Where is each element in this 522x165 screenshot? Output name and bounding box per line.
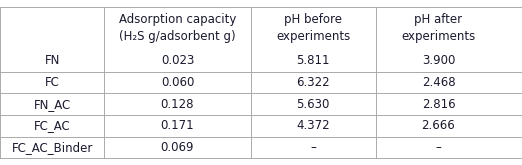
Text: 0.069: 0.069 — [161, 141, 194, 154]
Text: FN_AC: FN_AC — [33, 98, 71, 111]
Text: 0.060: 0.060 — [161, 76, 194, 89]
Text: pH before
experiments: pH before experiments — [276, 13, 350, 43]
Text: 5.811: 5.811 — [296, 54, 330, 67]
Text: Adsorption capacity
(H₂S g/adsorbent g): Adsorption capacity (H₂S g/adsorbent g) — [119, 13, 236, 43]
Text: 2.468: 2.468 — [422, 76, 455, 89]
Text: 2.816: 2.816 — [422, 98, 455, 111]
Text: 0.171: 0.171 — [161, 119, 194, 132]
Text: FC_AC: FC_AC — [34, 119, 70, 132]
Text: 5.630: 5.630 — [296, 98, 330, 111]
Text: FC: FC — [45, 76, 60, 89]
Text: FC_AC_Binder: FC_AC_Binder — [11, 141, 93, 154]
Text: 2.666: 2.666 — [422, 119, 455, 132]
Text: pH after
experiments: pH after experiments — [401, 13, 476, 43]
Text: 3.900: 3.900 — [422, 54, 455, 67]
Text: FN: FN — [44, 54, 60, 67]
Text: –: – — [435, 141, 442, 154]
Text: 4.372: 4.372 — [296, 119, 330, 132]
Text: 6.322: 6.322 — [296, 76, 330, 89]
Text: 0.023: 0.023 — [161, 54, 194, 67]
Text: 0.128: 0.128 — [161, 98, 194, 111]
Text: –: – — [310, 141, 316, 154]
